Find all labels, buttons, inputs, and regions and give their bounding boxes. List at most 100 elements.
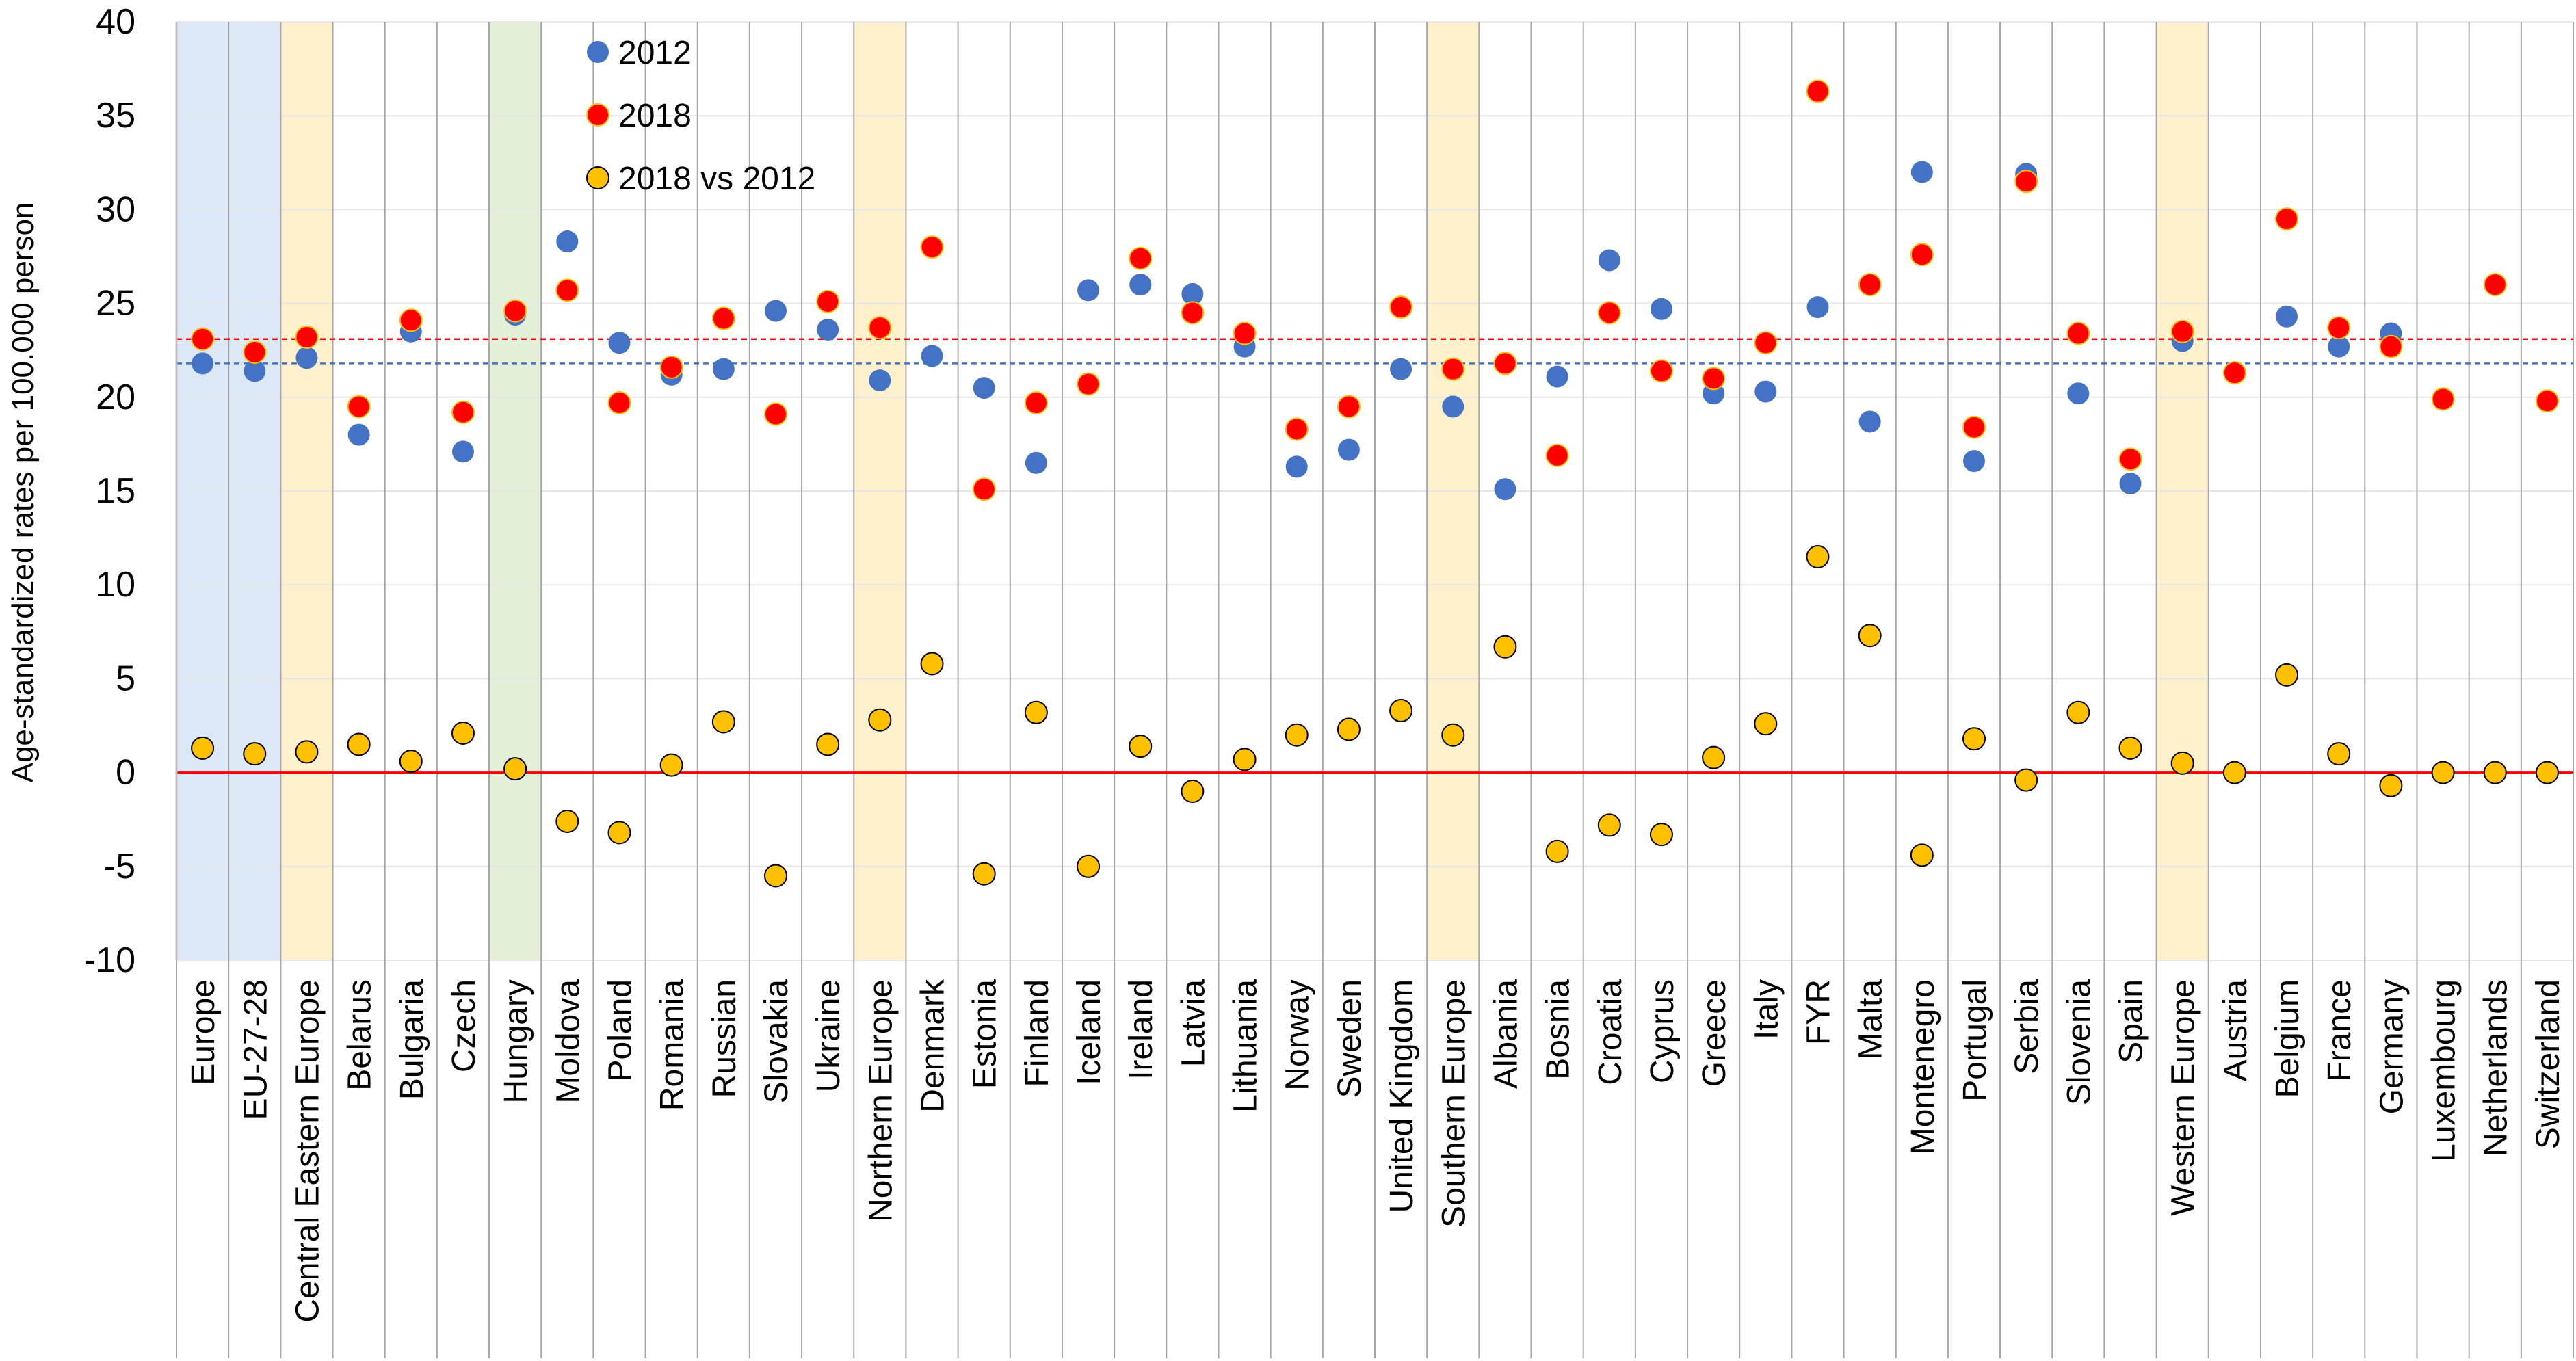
x-tick-label: Norway	[1280, 979, 1316, 1091]
point-2018-vs-2012	[1910, 843, 1934, 867]
legend-marker	[587, 41, 609, 63]
point-2012	[1337, 438, 1360, 461]
point-2018	[2014, 170, 2038, 194]
point-2018-vs-2012	[1077, 854, 1101, 878]
point-2018-vs-2012	[1285, 723, 1309, 747]
point-2018	[2222, 361, 2246, 385]
point-2018	[1337, 395, 1361, 419]
point-2018-vs-2012	[816, 732, 840, 756]
x-tick-label: Bosnia	[1540, 979, 1577, 1080]
point-2018	[1024, 391, 1048, 415]
x-tick-label: Bulgaria	[394, 979, 430, 1100]
x-tick-label: Poland	[602, 979, 638, 1081]
x-tick-label: Estonia	[967, 979, 1003, 1089]
point-2018-vs-2012	[295, 740, 319, 764]
x-tick-label: Russian	[707, 979, 743, 1098]
x-tick-label: Moldova	[550, 979, 586, 1104]
point-2018-vs-2012	[920, 652, 944, 676]
legend: 2012 2018 2018 vs 2012	[586, 35, 815, 197]
y-tick-label: -5	[104, 847, 135, 886]
point-2018	[1858, 273, 1882, 297]
point-2018	[451, 400, 475, 424]
point-2012	[1546, 365, 1568, 388]
point-2012	[2328, 335, 2350, 358]
point-2018	[2118, 447, 2142, 471]
point-2018-vs-2012	[1754, 712, 1778, 736]
point-2018-vs-2012	[1545, 839, 1569, 863]
point-2018	[1962, 415, 1986, 439]
point-2018-vs-2012	[2118, 736, 2142, 760]
x-tick-label: Slovenia	[2061, 979, 2097, 1105]
x-tick-label: Luxembourg	[2426, 979, 2462, 1162]
point-2012	[1598, 249, 1620, 272]
point-2012	[1181, 282, 1204, 305]
point-2018-vs-2012	[1024, 700, 1048, 724]
point-2018	[1181, 301, 1205, 325]
x-tick-label: France	[2322, 979, 2358, 1081]
point-2018	[2535, 389, 2559, 413]
x-tick-label: Europe	[185, 979, 222, 1085]
point-2018	[1389, 295, 1413, 319]
point-2012	[192, 352, 214, 375]
point-2018-vs-2012	[2170, 751, 2194, 775]
point-2018	[1285, 417, 1309, 441]
point-2012	[1910, 161, 1933, 183]
point-2018-vs-2012	[1962, 727, 1986, 751]
point-2018-vs-2012	[243, 742, 267, 766]
x-tick-label: Croatia	[1592, 979, 1629, 1085]
x-tick-label: Finland	[1019, 979, 1055, 1087]
x-tick-label: Cyprus	[1644, 979, 1681, 1083]
data-points	[191, 79, 2559, 888]
point-2018	[868, 316, 892, 340]
point-2018-vs-2012	[347, 732, 371, 756]
point-2018	[2327, 316, 2351, 340]
point-2018	[503, 299, 527, 323]
point-2018-vs-2012	[1233, 748, 1257, 771]
point-2012	[869, 369, 891, 392]
point-2018	[1233, 321, 1257, 345]
y-tick-label: 0	[116, 753, 135, 793]
point-2018-vs-2012	[2327, 742, 2351, 766]
category-dividers	[176, 22, 2574, 1358]
point-2018	[2066, 321, 2090, 345]
point-2018	[347, 395, 371, 419]
x-tick-label: Germany	[2374, 979, 2410, 1114]
point-2018-vs-2012	[1649, 823, 1673, 847]
point-2018-vs-2012	[2066, 700, 2090, 724]
point-2018	[1597, 301, 1621, 325]
point-2018	[972, 477, 996, 501]
point-2018	[2379, 334, 2403, 358]
point-2018	[1806, 79, 1830, 103]
x-tick-label: Ireland	[1123, 979, 1159, 1080]
point-2012	[1025, 451, 1047, 474]
point-2018	[1441, 357, 1465, 381]
point-2018	[2431, 387, 2455, 411]
point-2018-vs-2012	[399, 750, 423, 774]
x-tick-label: Romania	[655, 979, 691, 1111]
y-tick-label: 15	[96, 471, 135, 511]
point-2012	[608, 332, 631, 354]
point-2012	[765, 300, 787, 322]
point-2012	[973, 377, 995, 399]
point-2018	[1493, 352, 1517, 375]
y-tick-label: 5	[116, 659, 135, 698]
point-2018-vs-2012	[711, 710, 735, 734]
point-2012	[921, 345, 943, 367]
point-2018	[1754, 331, 1778, 355]
point-2012	[2276, 305, 2298, 328]
point-2018	[1702, 367, 1726, 391]
x-tick-label: Belgium	[2270, 979, 2306, 1098]
x-tick-label: Austria	[2218, 979, 2254, 1082]
x-tick-label: Sweden	[1332, 979, 1368, 1098]
x-tick-label: Lithuania	[1228, 979, 1264, 1113]
point-2012	[1963, 450, 1985, 473]
point-2018-vs-2012	[607, 821, 631, 845]
x-tick-label: Czech	[446, 979, 482, 1072]
x-tick-label: Iceland	[1071, 979, 1107, 1085]
point-2012	[1077, 279, 1100, 302]
point-2018	[2483, 273, 2507, 297]
point-2018-vs-2012	[1441, 723, 1465, 747]
legend-label: 2018 vs 2012	[618, 161, 815, 197]
point-2012	[1754, 380, 1777, 403]
point-2012	[295, 347, 318, 369]
